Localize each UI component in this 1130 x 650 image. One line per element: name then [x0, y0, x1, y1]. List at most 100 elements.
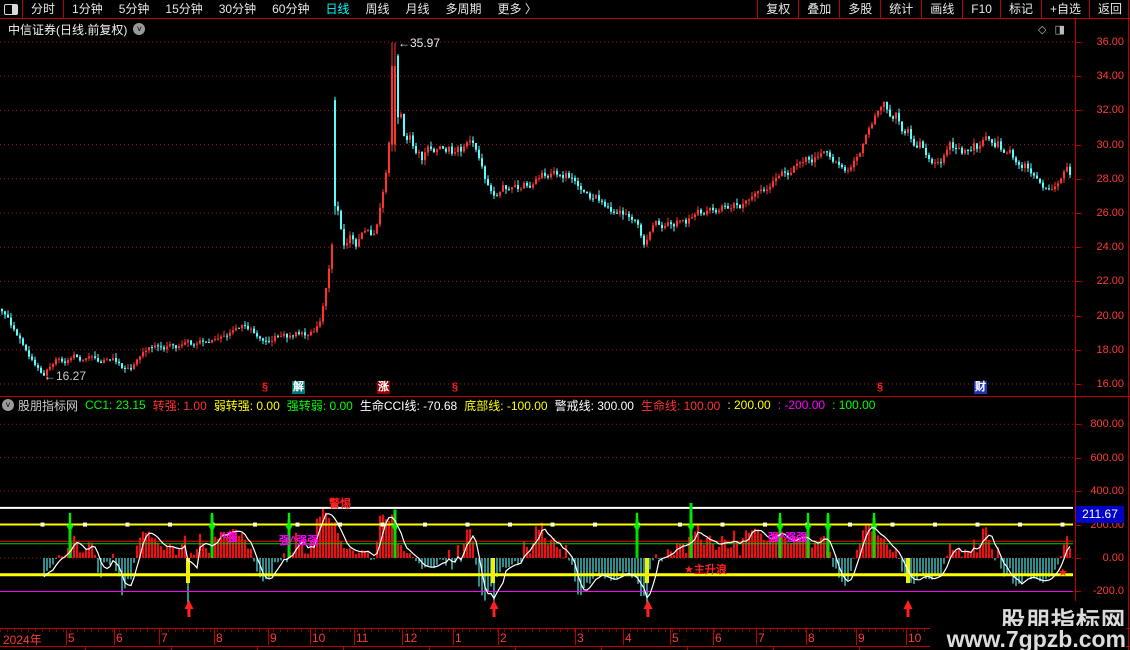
indicator-header-item: 股朋指标网 [18, 398, 79, 413]
price-tick-label: 28.00 [1096, 172, 1124, 185]
time-axis[interactable]: 2024年 5 6 7 8 9 10 11 12 1 2 3 4 5 6 7 8 9 10 [0, 629, 1075, 647]
layout-icon[interactable] [0, 0, 23, 18]
price-tick-label: 30.00 [1096, 138, 1124, 151]
watermark-site-url: www.7gpzb.com [930, 626, 1126, 650]
action-button-+自选[interactable]: +自选 [1049, 2, 1081, 16]
action-button-F10[interactable]: F10 [971, 2, 992, 16]
month-label: 3 [577, 631, 584, 645]
month-label: 8 [808, 631, 815, 645]
month-label: 2 [500, 631, 507, 645]
action-button-标记[interactable]: 标记 [1008, 2, 1033, 16]
period-button-15分钟[interactable]: 15分钟 [165, 2, 203, 16]
period-button-周线[interactable]: 周线 [365, 2, 390, 16]
month-label: 7 [161, 631, 168, 645]
month-label: 9 [858, 631, 865, 645]
indicator-tick-label: 600.00 [1090, 451, 1124, 464]
window-right-border [1128, 0, 1129, 650]
svg-text:←16.27: ←16.27 [44, 369, 86, 383]
pane-divider [0, 396, 1130, 397]
indicator-tick-label: -200.0 [1092, 585, 1124, 598]
period-button-60分钟[interactable]: 60分钟 [272, 2, 310, 16]
indicator-header-item: 警戒线: 300.00 [554, 398, 634, 413]
indicator-header: ˅ 股朋指标网 CC1: 23.15 转强: 1.00 弱转强: 0.00 强转弱: 0… [0, 398, 1073, 412]
title-icons: ◇ ◨ [1038, 23, 1065, 36]
indicator-header-item: 强转弱: 0.00 [286, 398, 353, 413]
price-tick-label: 20.00 [1096, 309, 1124, 322]
action-button-叠加[interactable]: 叠加 [807, 2, 832, 16]
top-toolbar: 分时 1分钟 5分钟 15分钟 30分钟 60分钟 日线 周线 月线 多周期 更多 〉 复权 叠加 多股… [0, 0, 1130, 19]
period-button-日线[interactable]: 日线 [325, 2, 350, 16]
period-button-分时[interactable]: 分时 [31, 2, 56, 16]
price-tick-label: 26.00 [1096, 207, 1124, 219]
indicator-tick-label: 800.00 [1090, 418, 1124, 431]
period-button-5分钟[interactable]: 5分钟 [118, 2, 150, 16]
event-badge[interactable]: 涨 [377, 381, 390, 394]
event-badge[interactable]: § [452, 381, 459, 393]
axis-divider [1075, 18, 1076, 646]
event-badge[interactable]: 解 [292, 381, 305, 394]
month-label: 12 [404, 631, 418, 645]
month-label: 5 [68, 631, 75, 645]
price-tick-label: 18.00 [1096, 343, 1124, 356]
month-label: 8 [216, 631, 223, 645]
period-button-1分钟[interactable]: 1分钟 [63, 0, 111, 18]
indicator-header-item: CC1: 23.15 [85, 398, 146, 412]
indicator-header-item: 底部线: -100.00 [464, 398, 548, 413]
month-label: 9 [270, 631, 277, 645]
bottom-statusbar-clipped [0, 646, 1130, 650]
action-button-画线[interactable]: 画线 [930, 2, 955, 16]
price-tick-label: 32.00 [1096, 104, 1124, 117]
indicator-header-item: 弱转强: 0.00 [213, 398, 280, 413]
chart-title-row: 中信证券(日线.前复权) ˅ [8, 22, 146, 37]
indicator-tick-label: 0.00 [1102, 552, 1124, 564]
action-button-返回[interactable]: 返回 [1097, 2, 1122, 16]
indicator-header-item: 转强: 1.00 [152, 398, 207, 413]
indicator-header-item: 生命CCI线: -70.68 [359, 398, 458, 413]
period-button-30分钟[interactable]: 30分钟 [218, 2, 257, 16]
period-button-月线[interactable]: 月线 [405, 2, 430, 16]
indicator-header-item: : -200.00 [777, 398, 826, 412]
indicator-header-item: : 100.00 [832, 398, 876, 412]
candlestick-chart[interactable]: ←35.97 ←16.27 [0, 18, 1075, 396]
period-buttons: 分时 1分钟 5分钟 15分钟 30分钟 60分钟 日线 周线 月线 多周期 更多 〉 [23, 0, 545, 18]
event-badge[interactable]: § [877, 381, 884, 393]
month-label: 4 [625, 631, 632, 645]
price-tick-label: 22.00 [1096, 275, 1124, 288]
month-label: 2024年 [3, 633, 42, 647]
svg-text:强^强强: 强^强强 [279, 534, 318, 547]
panel-icon[interactable]: ◨ [1054, 24, 1065, 36]
event-badge[interactable]: § [262, 381, 269, 393]
event-badge[interactable]: 财 [974, 381, 987, 394]
price-tick-label: 16.00 [1096, 378, 1124, 390]
price-tick-label: 36.00 [1096, 36, 1124, 48]
period-button-多周期[interactable]: 多周期 [445, 2, 482, 16]
price-tick-label: 34.00 [1096, 70, 1124, 83]
indicator-header-item: 生命线: 100.00 [640, 398, 721, 413]
month-label: 1 [455, 631, 462, 645]
period-button-更多 〉[interactable]: 更多 〉 [497, 2, 537, 16]
price-tick-label: 24.00 [1096, 241, 1124, 254]
month-label: 5 [672, 631, 679, 645]
action-button-复权[interactable]: 复权 [766, 2, 791, 16]
indicator-value-badge: 211.67 [1076, 506, 1124, 523]
chevron-down-icon[interactable]: ˅ [133, 23, 146, 35]
indicator-header-item: : 200.00 [727, 398, 771, 412]
action-buttons: 复权 叠加 多股 统计 画线 F10 标记 +自选 返回 [757, 0, 1130, 18]
month-label: 7 [758, 631, 765, 645]
svg-text:★: ★ [1058, 567, 1068, 579]
action-button-统计[interactable]: 统计 [889, 2, 914, 16]
month-label: 6 [116, 631, 123, 645]
month-label: 10 [312, 631, 326, 645]
page-title: 中信证券(日线.前复权) [8, 22, 128, 37]
svg-text:←35.97: ←35.97 [398, 36, 440, 50]
svg-text:警惕: 警惕 [328, 496, 351, 510]
cci-indicator-chart[interactable]: ^强 强^强强 强^强强 警惕 ★主升浪 ★ [0, 396, 1075, 628]
action-button-多股[interactable]: 多股 [848, 2, 873, 16]
month-label: 6 [715, 631, 722, 645]
diamond-icon[interactable]: ◇ [1038, 24, 1047, 36]
chevron-down-icon[interactable]: ˅ [2, 399, 14, 411]
indicator-tick-label: 400.00 [1090, 485, 1124, 498]
month-label: 10 [908, 631, 922, 645]
month-label: 11 [356, 631, 369, 645]
